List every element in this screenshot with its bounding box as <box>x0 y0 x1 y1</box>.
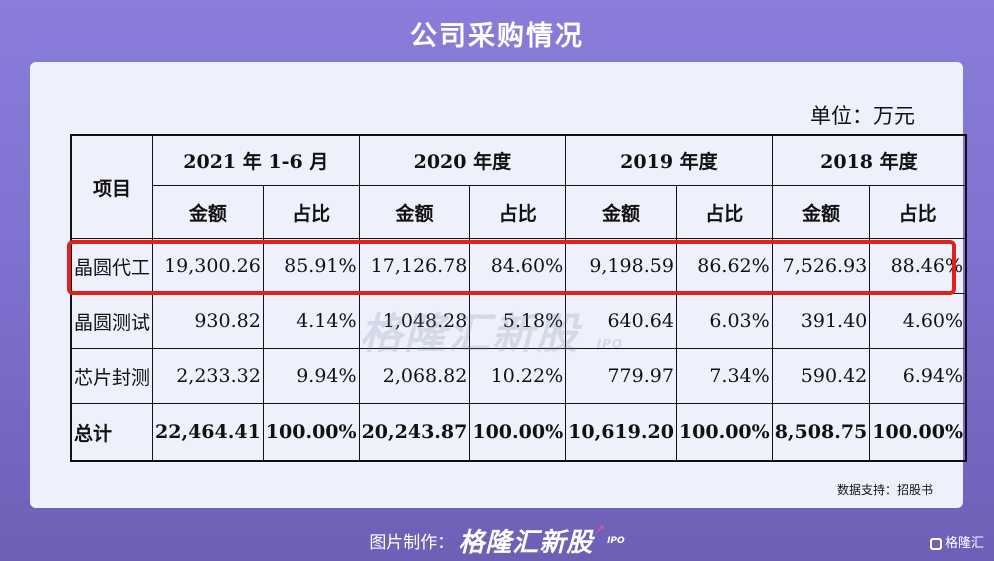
table-cell: 85.91% <box>262 238 360 294</box>
table-cell: 2,068.82 <box>358 348 471 404</box>
table-cell: 590.42 <box>771 348 871 404</box>
footer: 图片制作： 格隆汇新股↗IPO <box>0 522 994 559</box>
footer-sub: IPO <box>607 535 625 546</box>
period-header: 2018 年度 <box>771 134 967 186</box>
ratio-header: 占比 <box>869 185 967 239</box>
table-cell: 7,526.93 <box>771 238 871 294</box>
table-row: 晶圆测试 930.82 4.14% 1,048.28 5.18% 640.64 … <box>70 293 967 349</box>
table-cell: 640.64 <box>565 293 677 349</box>
table-cell: 7.34% <box>675 348 773 404</box>
item-header: 项目 <box>70 134 154 239</box>
purchase-table: 项目 2021 年 1-6 月 2020 年度 2019 年度 2018 年度 … <box>70 134 968 462</box>
table-row: 晶圆代工 19,300.26 85.91% 17,126.78 84.60% 9… <box>70 238 967 294</box>
table-cell: 4.60% <box>869 293 967 349</box>
ratio-header: 占比 <box>675 185 773 239</box>
footer-label: 图片制作： <box>369 533 455 553</box>
table-row: 芯片封测 2,233.32 9.94% 2,068.82 10.22% 779.… <box>70 348 967 404</box>
corner-logo: 格隆汇 <box>929 532 984 551</box>
table-cell: 4.14% <box>262 293 360 349</box>
table-cell: 10.22% <box>469 348 567 404</box>
table-cell: 19,300.26 <box>152 238 264 294</box>
table-cell: 100.00% <box>469 403 567 462</box>
table-cell: 8,508.75 <box>771 403 871 462</box>
table-cell: 100.00% <box>869 403 967 462</box>
content-card: 单位：万元 项目 2021 年 1-6 月 2020 年度 2019 年度 20… <box>30 62 968 508</box>
table-cell: 779.97 <box>565 348 677 404</box>
table-cell: 20,243.87 <box>358 403 471 462</box>
table-cell: 6.94% <box>869 348 967 404</box>
period-header: 2020 年度 <box>358 134 567 186</box>
table-cell: 391.40 <box>771 293 871 349</box>
logo-icon <box>929 537 942 550</box>
table-cell: 22,464.41 <box>152 403 264 462</box>
table-cell: 9.94% <box>262 348 360 404</box>
table-cell: 2,233.32 <box>152 348 264 404</box>
ratio-header: 占比 <box>262 185 360 239</box>
unit-label: 单位：万元 <box>810 104 915 128</box>
amount-header: 金额 <box>565 185 677 239</box>
table-cell: 100.00% <box>675 403 773 462</box>
table-cell: 88.46% <box>869 238 967 294</box>
period-header: 2021 年 1-6 月 <box>152 134 360 186</box>
table-cell: 1,048.28 <box>358 293 471 349</box>
page-title: 公司采购情况 <box>410 21 584 52</box>
table-cell: 84.60% <box>469 238 567 294</box>
table-cell: 17,126.78 <box>358 238 471 294</box>
table-cell: 6.03% <box>675 293 773 349</box>
amount-header: 金额 <box>358 185 471 239</box>
row-label: 芯片封测 <box>70 348 154 404</box>
table-cell: 100.00% <box>262 403 360 462</box>
corner-logo-text: 格隆汇 <box>944 536 984 551</box>
total-row: 总计 22,464.41 100.00% 20,243.87 100.00% 1… <box>70 403 967 462</box>
source-note: 数据支持：招股书 <box>836 483 933 497</box>
table-cell: 5.18% <box>469 293 567 349</box>
arrow-icon: ↗ <box>593 522 606 538</box>
row-label: 晶圆代工 <box>70 238 154 294</box>
amount-header: 金额 <box>771 185 871 239</box>
row-label: 总计 <box>70 403 154 462</box>
period-header: 2019 年度 <box>565 134 773 186</box>
table-cell: 10,619.20 <box>565 403 677 462</box>
table-cell: 86.62% <box>675 238 773 294</box>
table-cell: 930.82 <box>152 293 264 349</box>
table-cell: 9,198.59 <box>565 238 677 294</box>
amount-header: 金额 <box>152 185 264 239</box>
ratio-header: 占比 <box>469 185 567 239</box>
row-label: 晶圆测试 <box>70 293 154 349</box>
footer-brand: 格隆汇新股 <box>458 528 594 558</box>
